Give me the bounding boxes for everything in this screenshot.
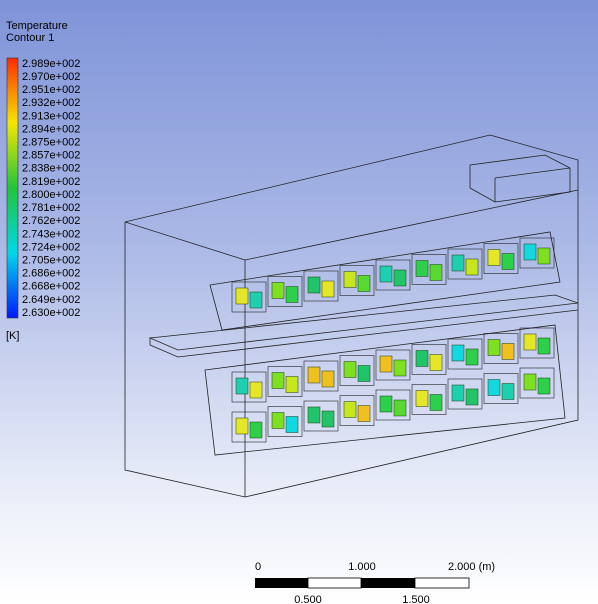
scale-bar xyxy=(255,578,469,588)
heat-block xyxy=(394,400,406,416)
color-bar xyxy=(7,58,18,318)
legend-label: 2.649e+002 xyxy=(22,294,80,306)
heat-block xyxy=(272,283,284,299)
legend-label: 2.932e+002 xyxy=(22,97,80,109)
heat-block xyxy=(358,406,370,422)
scale-label: 1.000 xyxy=(348,561,376,573)
heat-block xyxy=(272,413,284,429)
scale-label: 2.000 (m) xyxy=(448,561,495,573)
heat-block xyxy=(452,255,464,271)
heat-block xyxy=(538,378,550,394)
heat-block xyxy=(322,371,334,387)
heat-block xyxy=(236,288,248,304)
heat-block xyxy=(538,248,550,264)
legend-label: 2.705e+002 xyxy=(22,254,80,266)
scale-label: 0 xyxy=(255,561,261,573)
scene: Temperature Contour 1 2.989e+0022.970e+0… xyxy=(0,0,598,604)
legend-title: Temperature xyxy=(6,20,68,32)
heat-block xyxy=(416,261,428,277)
legend-label: 2.668e+002 xyxy=(22,281,80,293)
heat-block xyxy=(308,407,320,423)
heat-block xyxy=(322,281,334,297)
heat-block xyxy=(380,396,392,412)
heat-block xyxy=(358,276,370,292)
heat-block xyxy=(488,340,500,356)
legend-label: 2.970e+002 xyxy=(22,71,80,83)
legend-label: 2.875e+002 xyxy=(22,137,80,149)
heat-block xyxy=(322,411,334,427)
heat-block xyxy=(250,422,262,438)
heat-block xyxy=(416,351,428,367)
heat-block xyxy=(524,334,536,350)
legend-label: 2.724e+002 xyxy=(22,241,80,253)
heat-block xyxy=(488,250,500,266)
heat-block xyxy=(286,417,298,433)
heat-block xyxy=(452,345,464,361)
heat-block xyxy=(394,270,406,286)
heat-block xyxy=(524,244,536,260)
heat-block xyxy=(250,382,262,398)
legend-label: 2.630e+002 xyxy=(22,307,80,319)
heat-block xyxy=(466,259,478,275)
heat-block xyxy=(380,266,392,282)
legend-label: 2.894e+002 xyxy=(22,123,80,135)
legend-label: 2.800e+002 xyxy=(22,189,80,201)
legend-label: 2.762e+002 xyxy=(22,215,80,227)
heat-block xyxy=(394,360,406,376)
heat-block xyxy=(416,391,428,407)
heat-block xyxy=(538,338,550,354)
heat-block xyxy=(286,287,298,303)
heat-block xyxy=(452,385,464,401)
legend-subtitle: Contour 1 xyxy=(6,32,54,44)
heat-block xyxy=(380,356,392,372)
legend-label: 2.857e+002 xyxy=(22,150,80,162)
heat-block xyxy=(466,349,478,365)
legend-label: 2.743e+002 xyxy=(22,228,80,240)
heat-block xyxy=(344,362,356,378)
heat-block xyxy=(488,380,500,396)
legend-unit: [K] xyxy=(6,330,19,342)
heat-block xyxy=(236,378,248,394)
heat-block xyxy=(358,366,370,382)
heat-block xyxy=(524,374,536,390)
scale-label: 1.500 xyxy=(402,594,430,604)
heat-block xyxy=(344,402,356,418)
heat-block xyxy=(502,344,514,360)
heat-block xyxy=(236,418,248,434)
legend-label: 2.781e+002 xyxy=(22,202,80,214)
legend-label: 2.838e+002 xyxy=(22,163,80,175)
heat-block xyxy=(308,277,320,293)
legend-label: 2.819e+002 xyxy=(22,176,80,188)
heat-block xyxy=(502,254,514,270)
legend-label: 2.686e+002 xyxy=(22,268,80,280)
legend-label: 2.951e+002 xyxy=(22,84,80,96)
heat-block xyxy=(308,367,320,383)
heat-block xyxy=(272,373,284,389)
heat-block xyxy=(430,395,442,411)
heat-block xyxy=(502,384,514,400)
heat-block xyxy=(286,377,298,393)
legend-label: 2.913e+002 xyxy=(22,110,80,122)
heat-block xyxy=(344,272,356,288)
viewport: Temperature Contour 1 2.989e+0022.970e+0… xyxy=(0,0,598,604)
scale-label: 0.500 xyxy=(294,594,322,604)
legend-label: 2.989e+002 xyxy=(22,58,80,70)
heat-block xyxy=(430,355,442,371)
heat-block xyxy=(430,265,442,281)
wireframe xyxy=(125,135,578,497)
heat-block xyxy=(466,389,478,405)
heat-block xyxy=(250,292,262,308)
